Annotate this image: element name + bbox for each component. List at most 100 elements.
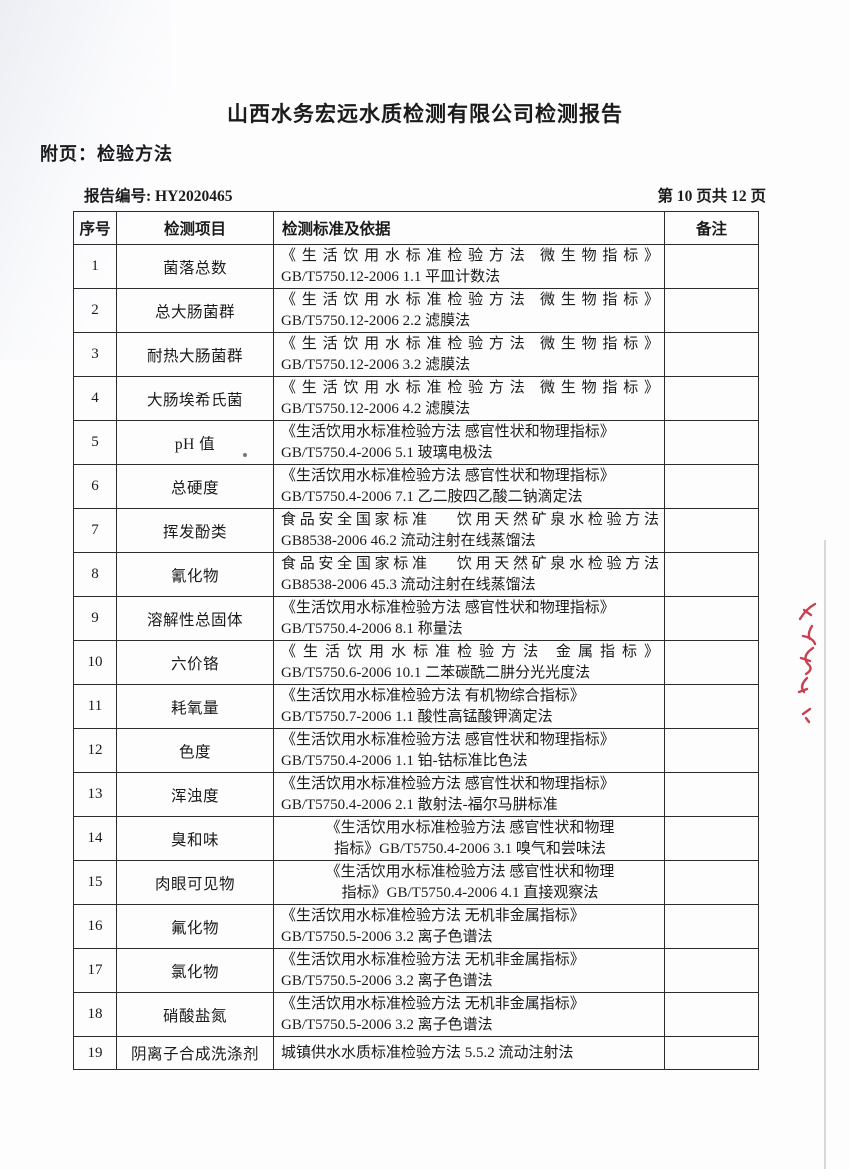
remark-cell bbox=[664, 596, 759, 641]
methods-table: 序号 检测项目 检测标准及依据 备注 1 菌落总数 《生活饮用水标准检验方法 微生物… bbox=[73, 211, 759, 1070]
remark-cell bbox=[664, 288, 759, 333]
standard-cell: 城镇供水水质标准检验方法 5.5.2 流动注射法 bbox=[273, 1036, 665, 1070]
remark-cell bbox=[664, 464, 759, 509]
standard-line: GB/T5750.5-2006 3.2 离子色谱法 bbox=[281, 928, 493, 945]
table-row: 13 浑浊度 《生活饮用水标准检验方法 感官性状和物理指标》 GB/T5750.4-2… bbox=[73, 772, 759, 817]
standard-line: GB/T5750.12-2006 3.2 滤膜法 bbox=[281, 356, 471, 373]
header-no: 序号 bbox=[73, 211, 117, 245]
standard-line: GB/T5750.5-2006 3.2 离子色谱法 bbox=[281, 1016, 493, 1033]
row-number-cell: 17 bbox=[73, 948, 117, 993]
remark-cell bbox=[664, 992, 759, 1037]
standard-line: 《生活饮用水标准检验方法 金属指标》 bbox=[281, 644, 659, 660]
row-number-cell: 8 bbox=[73, 552, 117, 597]
table-row: 19 阴离子合成洗涤剂 城镇供水水质标准检验方法 5.5.2 流动注射法 bbox=[73, 1036, 759, 1070]
standard-line: GB/T5750.5-2006 3.2 离子色谱法 bbox=[281, 972, 493, 989]
remark-cell bbox=[664, 860, 759, 905]
test-item-cell: 六价铬 bbox=[116, 640, 274, 685]
standard-cell: 《生活饮用水标准检验方法 感官性状和物理 指标》GB/T5750.4-2006 4… bbox=[273, 860, 665, 905]
row-number-cell: 1 bbox=[73, 244, 117, 289]
table-row: 1 菌落总数 《生活饮用水标准检验方法 微生物指标》 GB/T5750.12-2006… bbox=[73, 244, 759, 289]
standard-line: GB/T5750.7-2006 1.1 酸性高锰酸钾滴定法 bbox=[281, 708, 553, 725]
row-number-cell: 3 bbox=[73, 332, 117, 377]
table-row: 6 总硬度 《生活饮用水标准检验方法 感官性状和物理指标》 GB/T5750.4-20… bbox=[73, 464, 759, 509]
standard-line: 《生活饮用水标准检验方法 微生物指标》 bbox=[281, 380, 659, 396]
standard-line: GB/T5750.4-2006 8.1 称量法 bbox=[281, 620, 463, 637]
test-item-cell: 氟化物 bbox=[116, 904, 274, 949]
row-number-cell: 10 bbox=[73, 640, 117, 685]
standard-line: 《生活饮用水标准检验方法 感官性状和物理指标》 bbox=[281, 424, 615, 440]
row-number-cell: 19 bbox=[73, 1036, 117, 1070]
test-item-cell: 总大肠菌群 bbox=[116, 288, 274, 333]
test-item-cell: 阴离子合成洗涤剂 bbox=[116, 1036, 274, 1070]
table-row: 10 六价铬 《生活饮用水标准检验方法 金属指标》 GB/T5750.6-2006 1… bbox=[73, 640, 759, 685]
table-row: 15 肉眼可见物 《生活饮用水标准检验方法 感官性状和物理 指标》GB/T5750.4… bbox=[73, 860, 759, 905]
table-row: 9 溶解性总固体 《生活饮用水标准检验方法 感官性状和物理指标》 GB/T5750.4… bbox=[73, 596, 759, 641]
test-item-cell: 总硬度 bbox=[116, 464, 274, 509]
standard-cell: 《生活饮用水标准检验方法 无机非金属指标》 GB/T5750.5-2006 3.2… bbox=[273, 948, 665, 993]
report-number: 报告编号: HY2020465 bbox=[84, 188, 233, 205]
standard-line: 《生活饮用水标准检验方法 感官性状和物理 bbox=[325, 820, 615, 836]
row-number-cell: 12 bbox=[73, 728, 117, 773]
test-item-cell: 耗氧量 bbox=[116, 684, 274, 729]
standard-cell: 《生活饮用水标准检验方法 感官性状和物理指标》 GB/T5750.4-2006 7… bbox=[273, 464, 665, 509]
standard-cell: 《生活饮用水标准检验方法 微生物指标》 GB/T5750.12-2006 4.2 … bbox=[273, 376, 665, 421]
table-header-row: 序号 检测项目 检测标准及依据 备注 bbox=[73, 211, 759, 245]
remark-cell bbox=[664, 332, 759, 377]
test-item-cell: 氯化物 bbox=[116, 948, 274, 993]
standard-cell: 《生活饮用水标准检验方法 感官性状和物理 指标》GB/T5750.4-2006 3… bbox=[273, 816, 665, 861]
remark-cell bbox=[664, 904, 759, 949]
standard-cell: 《生活饮用水标准检验方法 微生物指标》 GB/T5750.12-2006 3.2 … bbox=[273, 332, 665, 377]
row-number-cell: 13 bbox=[73, 772, 117, 817]
standard-line: GB/T5750.6-2006 10.1 二苯碳酰二肼分光光度法 bbox=[281, 664, 591, 681]
standard-line: 《生活饮用水标准检验方法 感官性状和物理 bbox=[325, 864, 615, 880]
row-number-cell: 5 bbox=[73, 420, 117, 465]
remark-cell bbox=[664, 684, 759, 729]
row-number-cell: 16 bbox=[73, 904, 117, 949]
standard-line: 《生活饮用水标准检验方法 微生物指标》 bbox=[281, 248, 659, 264]
table-row: 2 总大肠菌群 《生活饮用水标准检验方法 微生物指标》 GB/T5750.12-200… bbox=[73, 288, 759, 333]
table-row: 4 大肠埃希氏菌 《生活饮用水标准检验方法 微生物指标》 GB/T5750.12-20… bbox=[73, 376, 759, 421]
test-item-cell: 氰化物 bbox=[116, 552, 274, 597]
standard-cell: 《生活饮用水标准检验方法 感官性状和物理指标》 GB/T5750.4-2006 1… bbox=[273, 728, 665, 773]
remark-cell bbox=[664, 640, 759, 685]
test-item-cell: 菌落总数 bbox=[116, 244, 274, 289]
meta-row: 报告编号: HY2020465 第 10 页共 12 页 bbox=[84, 184, 766, 206]
test-item-cell: 溶解性总固体 bbox=[116, 596, 274, 641]
table-row: 5 pH 值《生活饮用水标准检验方法 感官性状和物理指标》 GB/T5750.4-2… bbox=[73, 420, 759, 465]
page-indicator: 第 10 页共 12 页 bbox=[657, 188, 766, 205]
standard-line: GB/T5750.4-2006 1.1 铂-钴标准比色法 bbox=[281, 752, 528, 769]
standard-cell: 《生活饮用水标准检验方法 感官性状和物理指标》 GB/T5750.4-2006 2… bbox=[273, 772, 665, 817]
standard-line: GB/T5750.4-2006 7.1 乙二胺四乙酸二钠滴定法 bbox=[281, 488, 583, 505]
table-row: 16 氟化物 《生活饮用水标准检验方法 无机非金属指标》 GB/T5750.5-200… bbox=[73, 904, 759, 949]
standard-cell: 《生活饮用水标准检验方法 感官性状和物理指标》 GB/T5750.4-2006 5… bbox=[273, 420, 665, 465]
standard-line: 《生活饮用水标准检验方法 感官性状和物理指标》 bbox=[281, 600, 615, 616]
table-row: 12 色度 《生活饮用水标准检验方法 感官性状和物理指标》 GB/T5750.4-20… bbox=[73, 728, 759, 773]
test-item-cell: 臭和味 bbox=[116, 816, 274, 861]
standard-line: GB/T5750.12-2006 2.2 滤膜法 bbox=[281, 312, 471, 329]
remark-cell bbox=[664, 376, 759, 421]
remark-cell bbox=[664, 508, 759, 553]
header-standard: 检测标准及依据 bbox=[273, 211, 665, 245]
table-row: 17 氯化物 《生活饮用水标准检验方法 无机非金属指标》 GB/T5750.5-200… bbox=[73, 948, 759, 993]
standard-cell: 《生活饮用水标准检验方法 微生物指标》 GB/T5750.12-2006 2.2 … bbox=[273, 288, 665, 333]
remark-cell bbox=[664, 420, 759, 465]
standard-line: GB/T5750.4-2006 5.1 玻璃电极法 bbox=[281, 444, 493, 461]
table-row: 7 挥发酚类 食品安全国家标准 饮用天然矿泉水检验方法 GB8538-2006 46.… bbox=[73, 508, 759, 553]
standard-line: 《生活饮用水标准检验方法 感官性状和物理指标》 bbox=[281, 732, 615, 748]
table-body: 1 菌落总数 《生活饮用水标准检验方法 微生物指标》 GB/T5750.12-2006… bbox=[73, 244, 759, 1070]
test-item-cell: 色度 bbox=[116, 728, 274, 773]
test-item-cell: pH 值 bbox=[116, 420, 274, 465]
standard-line: 指标》GB/T5750.4-2006 4.1 直接观察法 bbox=[341, 884, 599, 901]
remark-cell bbox=[664, 948, 759, 993]
standard-line: 《生活饮用水标准检验方法 感官性状和物理指标》 bbox=[281, 468, 615, 484]
standard-line: GB/T5750.4-2006 2.1 散射法-福尔马肼标准 bbox=[281, 796, 558, 813]
standard-line: 食品安全国家标准 饮用天然矿泉水检验方法 bbox=[281, 512, 659, 528]
row-number-cell: 11 bbox=[73, 684, 117, 729]
row-number-cell: 18 bbox=[73, 992, 117, 1037]
row-number-cell: 6 bbox=[73, 464, 117, 509]
remark-cell bbox=[664, 244, 759, 289]
header-remark: 备注 bbox=[664, 211, 759, 245]
test-item-cell: 挥发酚类 bbox=[116, 508, 274, 553]
standard-cell: 《生活饮用水标准检验方法 感官性状和物理指标》 GB/T5750.4-2006 8… bbox=[273, 596, 665, 641]
